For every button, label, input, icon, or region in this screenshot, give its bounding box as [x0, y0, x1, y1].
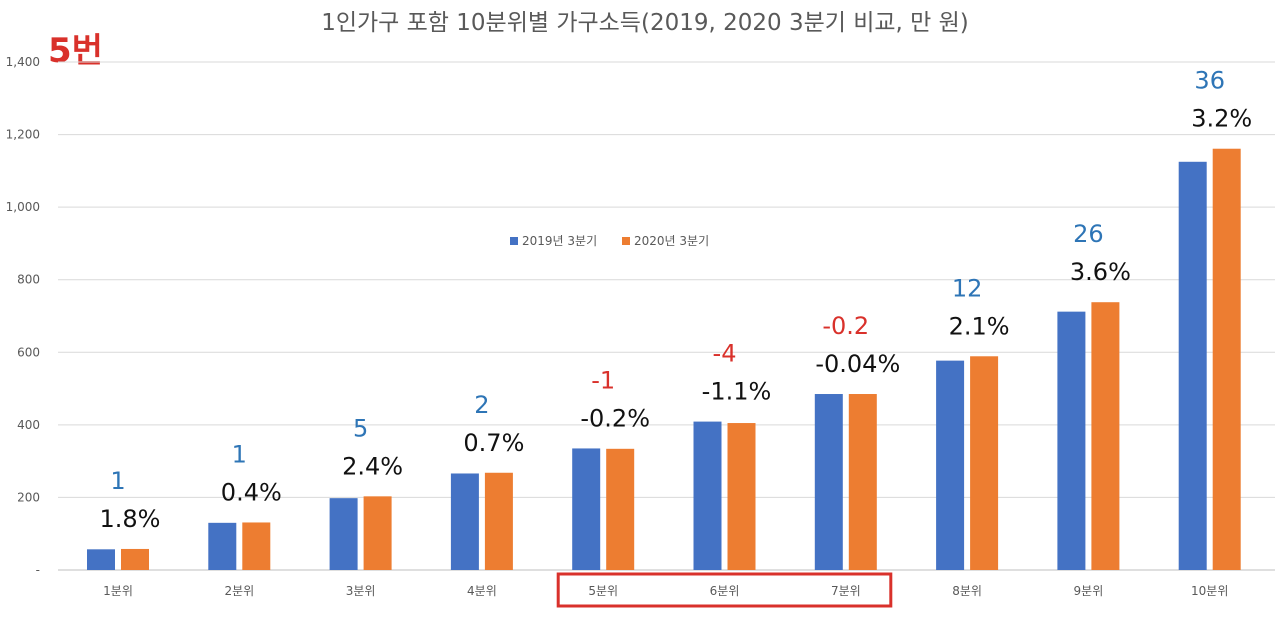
- x-axis-ticks: 1분위 2분위 3분위 4분위 5분위 6분위 7분위 8분위 9분위 10분위: [103, 584, 1228, 598]
- bar-2020-6: [727, 423, 756, 570]
- percent-label: 3.6%: [1070, 258, 1131, 286]
- bar-2020-4: [484, 472, 513, 570]
- bar-2019-6: [693, 421, 722, 570]
- legend: 2019년 3분기 2020년 3분기: [510, 234, 709, 248]
- x-tick-label: 7분위: [831, 584, 861, 598]
- bar-2020-1: [121, 548, 149, 570]
- highlight-box: [556, 572, 893, 608]
- bars: [87, 148, 1241, 571]
- bar-2020-8: [970, 356, 999, 570]
- bar-2020-2: [242, 522, 271, 570]
- percent-label: 2.4%: [342, 452, 403, 480]
- diff-label: 36: [1194, 67, 1225, 95]
- y-tick-label: 1,400: [6, 55, 40, 69]
- data-labels: 1 1.8% 1 0.4% 5 2.4% 2 0.7% -1 -0.2% -4 -1.1% -0.2 -0…: [100, 67, 1253, 533]
- percent-label: 0.4%: [221, 478, 282, 506]
- diff-label: 2: [474, 391, 489, 419]
- percent-label: -1.1%: [702, 378, 772, 406]
- y-tick-label: 600: [17, 345, 40, 359]
- bar-2019-8: [936, 360, 965, 570]
- percent-label: 1.8%: [100, 505, 161, 533]
- bar-2020-9: [1091, 302, 1120, 570]
- bar-2019-5: [572, 448, 601, 570]
- legend-swatch-2019: [510, 237, 518, 245]
- percent-label: -0.2%: [580, 404, 650, 432]
- bar-2019-4: [450, 473, 479, 570]
- bar-2019-3: [329, 498, 358, 570]
- bar-2020-10: [1212, 148, 1241, 571]
- legend-label-2019: 2019년 3분기: [522, 234, 597, 248]
- percent-label: 3.2%: [1191, 105, 1252, 133]
- x-tick-label: 2분위: [224, 584, 254, 598]
- diff-label: 5: [353, 414, 368, 442]
- x-tick-label: 9분위: [1074, 584, 1104, 598]
- y-tick-label: 200: [17, 490, 40, 504]
- diff-label: 12: [952, 274, 983, 302]
- diff-label: 1: [110, 467, 125, 495]
- y-tick-label: 400: [17, 418, 40, 432]
- bar-2020-3: [363, 496, 392, 570]
- diff-label: 1: [232, 440, 247, 468]
- x-tick-label: 4분위: [467, 584, 497, 598]
- legend-label-2020: 2020년 3분기: [634, 234, 709, 248]
- bar-2020-5: [606, 448, 635, 570]
- x-tick-label: 3분위: [346, 584, 376, 598]
- x-tick-label: 1분위: [103, 584, 133, 598]
- y-tick-label: 1,200: [6, 128, 40, 142]
- y-tick-label: -: [36, 563, 40, 577]
- percent-label: -0.04%: [815, 350, 900, 378]
- legend-swatch-2020: [622, 237, 630, 245]
- x-tick-label: 5분위: [588, 584, 618, 598]
- diff-label: 26: [1073, 220, 1104, 248]
- bar-2020-7: [848, 394, 877, 570]
- gridlines: [58, 61, 1275, 571]
- y-tick-label: 1,000: [6, 200, 40, 214]
- bar-2019-10: [1178, 161, 1207, 571]
- x-tick-label: 10분위: [1191, 584, 1228, 598]
- x-tick-label: 8분위: [952, 584, 982, 598]
- x-tick-label: 6분위: [710, 584, 740, 598]
- diff-label: -0.2: [822, 312, 869, 340]
- chart-title: 1인가구 포함 10분위별 가구소득(2019, 2020 3분기 비교, 만 …: [321, 10, 969, 36]
- bar-2019-9: [1057, 311, 1086, 570]
- y-tick-label: 800: [17, 273, 40, 287]
- bar-2019-2: [208, 522, 237, 570]
- number-badge: 5번: [48, 31, 103, 71]
- bar-2019-7: [814, 394, 843, 570]
- y-axis-ticks: - 200 400 600 800 1,000 1,200 1,400: [6, 55, 40, 577]
- diff-label: -1: [591, 366, 615, 394]
- diff-label: -4: [713, 340, 737, 368]
- bar-2019-1: [87, 549, 115, 570]
- percent-label: 0.7%: [463, 429, 524, 457]
- percent-label: 2.1%: [949, 312, 1010, 340]
